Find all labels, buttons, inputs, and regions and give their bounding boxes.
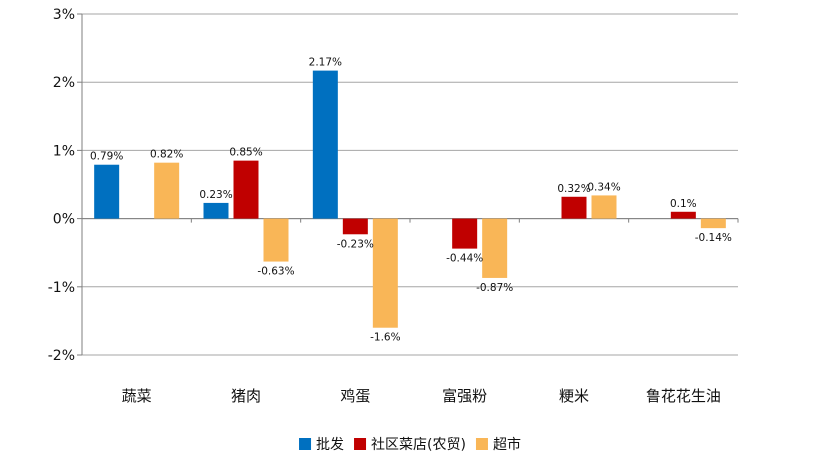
y-tick-label: 1%	[53, 143, 75, 159]
legend-swatch	[475, 438, 488, 450]
bar	[263, 218, 289, 262]
data-label: -1.6%	[370, 332, 400, 344]
data-label: 0.23%	[199, 189, 232, 201]
data-label: -0.87%	[476, 282, 513, 294]
bar	[670, 211, 696, 219]
legend-swatch	[354, 438, 367, 450]
y-tick-label: 0%	[53, 212, 75, 228]
bar	[561, 196, 587, 219]
bar	[372, 218, 398, 328]
x-tick-label: 粳米	[559, 387, 589, 405]
data-label: -0.44%	[446, 253, 483, 265]
bar	[94, 164, 120, 219]
data-labels: 0.79% 0.23% 2.17% 0.85% -0.23% -0.44% 0.32% 0.1…	[90, 57, 732, 344]
data-label: -0.23%	[337, 238, 374, 250]
x-tick-label: 富强粉	[442, 387, 487, 405]
x-tick-label: 猪肉	[231, 387, 261, 405]
bar	[591, 195, 617, 219]
bar	[154, 162, 180, 219]
bar	[233, 160, 259, 219]
y-tick-label: 2%	[53, 75, 75, 91]
data-label: -0.14%	[695, 232, 732, 244]
y-tick-label: -2%	[48, 348, 75, 364]
bar	[342, 218, 368, 235]
legend-swatch	[299, 438, 312, 450]
axes: 3% 2% 1% 0% -1% -2% 蔬菜 猪肉 鸡蛋 富强粉 粳米 鲁花花生油	[48, 7, 739, 405]
bar	[700, 218, 726, 229]
data-label: 0.32%	[557, 183, 590, 195]
legend-label: 社区菜店(农贸)	[371, 437, 466, 453]
bar	[312, 70, 338, 219]
y-tick-label: 3%	[53, 7, 75, 23]
data-label: 0.82%	[150, 149, 183, 161]
bar	[203, 202, 229, 219]
bars	[94, 70, 726, 328]
data-label: 0.85%	[229, 147, 262, 159]
data-label: 0.79%	[90, 151, 123, 163]
x-tick-label: 鸡蛋	[340, 387, 370, 405]
data-label: 2.17%	[309, 57, 342, 69]
bar	[482, 218, 508, 278]
data-label: -0.63%	[257, 266, 294, 278]
gridlines	[82, 13, 738, 356]
y-tick-label: -1%	[48, 280, 75, 296]
legend-label: 超市	[493, 436, 521, 453]
x-tick-label: 鲁花花生油	[646, 387, 721, 405]
bar	[452, 218, 478, 249]
data-label: 0.34%	[587, 181, 620, 193]
x-tick-label: 蔬菜	[122, 387, 152, 405]
legend-label: 批发	[316, 437, 344, 453]
data-label: 0.1%	[670, 198, 697, 210]
legend: 批发 社区菜店(农贸) 超市	[299, 436, 521, 453]
